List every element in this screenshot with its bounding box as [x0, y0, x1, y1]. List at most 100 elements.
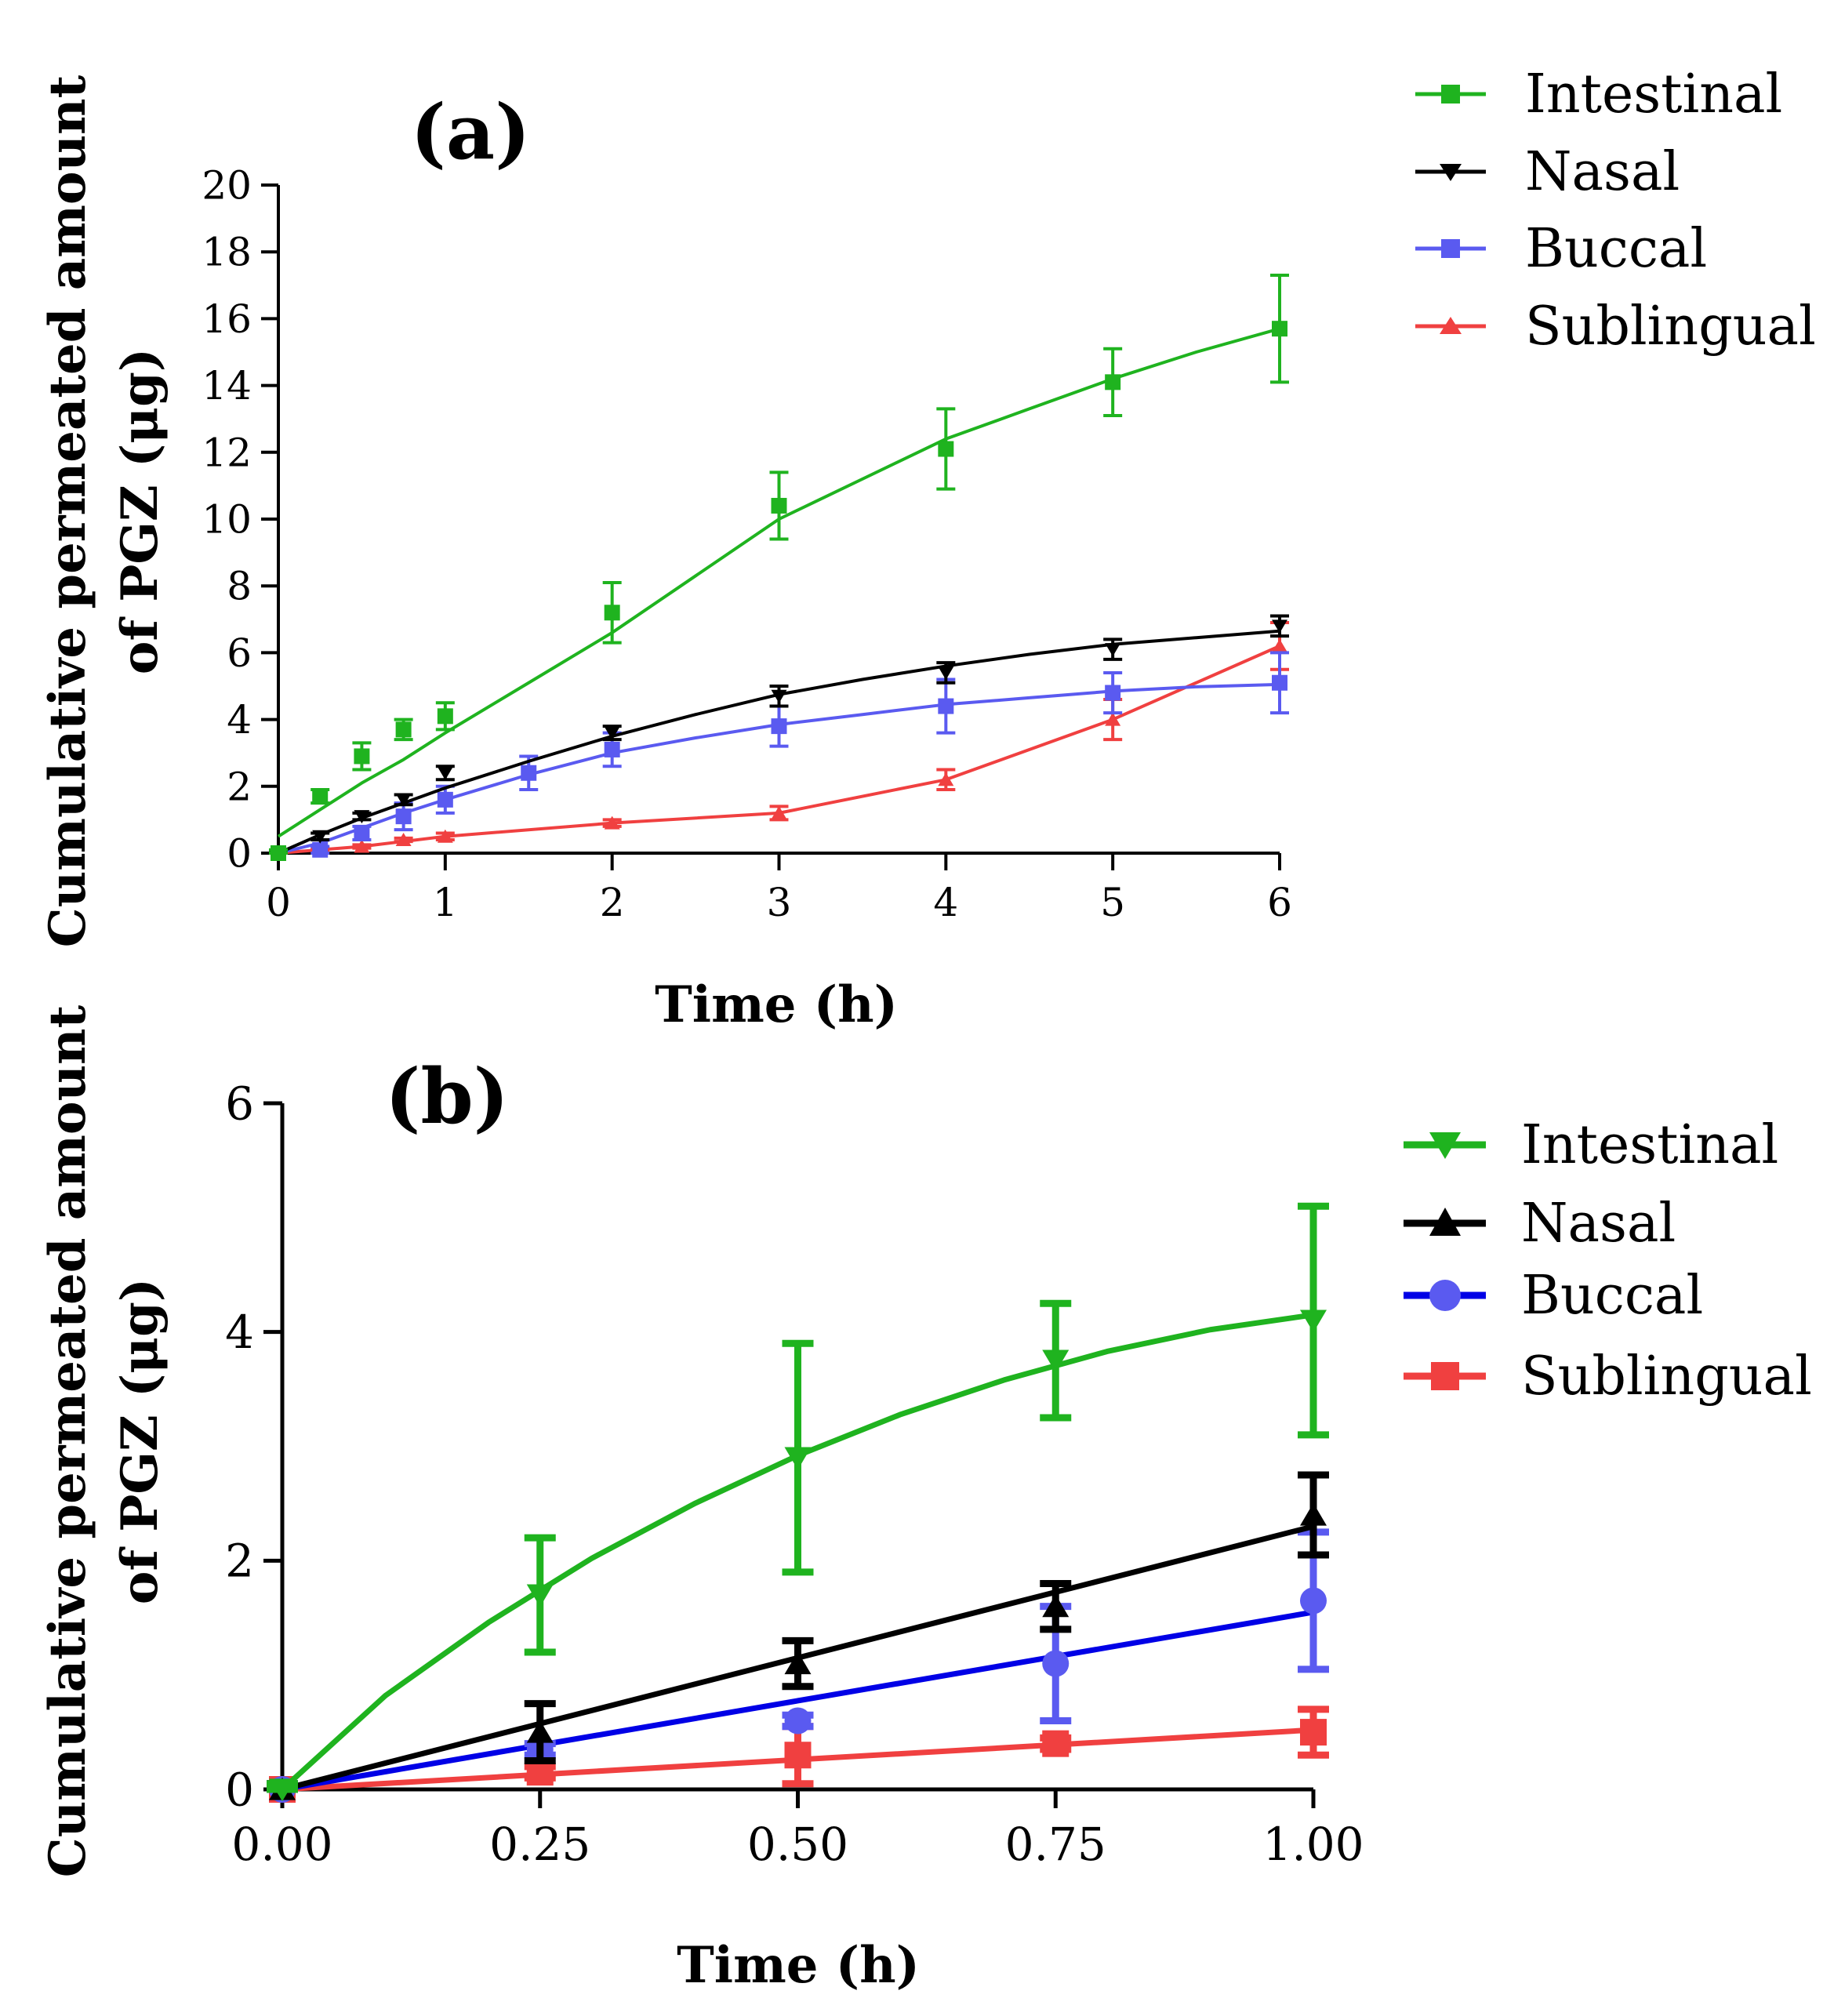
- legend-b-nasal: Nasal: [1404, 1193, 1676, 1255]
- legend-b-buccal: Buccal: [1404, 1265, 1703, 1327]
- panel-b-plot-area: [267, 1202, 1329, 1803]
- panel-b-label: (b): [385, 1052, 509, 1141]
- data-point-nasal: [784, 1651, 812, 1675]
- data-point-sublingual: [354, 839, 370, 853]
- y-tick-label: 18: [202, 230, 252, 275]
- data-point-intestinal: [354, 748, 370, 765]
- data-point-sublingual: [938, 772, 954, 786]
- legend-a-sublingual-label: Sublingual: [1525, 296, 1816, 358]
- panel-a-x-ticks: 0 1 2 3 4 5 6: [266, 853, 1292, 925]
- data-point-nasal: [1300, 1502, 1327, 1526]
- legend-b-intestinal-label: Intestinal: [1521, 1114, 1778, 1176]
- data-point-nasal: [437, 766, 453, 780]
- data-point-intestinal: [771, 497, 787, 514]
- x-tick-label: 1: [433, 880, 458, 925]
- data-point-nasal: [604, 726, 620, 740]
- panel-a-label: (a): [410, 88, 530, 176]
- data-point-sublingual: [1272, 638, 1287, 652]
- series-buccal: [269, 651, 1289, 861]
- panel-b-x-ticks: 0.00 0.25 0.50 0.75 1.00: [231, 1789, 1364, 1871]
- data-point-intestinal: [1272, 321, 1287, 337]
- y-tick-label: 6: [227, 630, 252, 676]
- data-point-sublingual: [1042, 1730, 1070, 1757]
- data-point-buccal: [1042, 1650, 1070, 1677]
- panel-b: (b) Cumulative permeated amount of PGZ (…: [38, 1004, 1812, 1995]
- data-point-intestinal: [526, 1584, 554, 1607]
- data-point-intestinal: [269, 1778, 296, 1802]
- panel-b-ylabel-line-1: Cumulative permeated amount: [38, 1004, 97, 1877]
- y-tick-label: 8: [227, 564, 252, 609]
- data-point-nasal: [312, 830, 329, 844]
- panel-a-ylabel-line-2: of PGZ (μg): [111, 348, 169, 674]
- fit-line-intestinal: [277, 327, 1280, 838]
- data-point-nasal: [526, 1720, 554, 1743]
- panel-a: (a) Cumulative permeated amount of PGZ (…: [38, 64, 1816, 1034]
- legend-b-intestinal: Intestinal: [1404, 1114, 1778, 1176]
- legend-a-buccal: Buccal: [1415, 218, 1707, 280]
- fit-line-nasal: [278, 629, 1280, 855]
- data-point-sublingual: [771, 805, 787, 819]
- data-point-buccal: [521, 765, 537, 781]
- data-point-nasal: [771, 689, 787, 703]
- fit-line-sublingual: [278, 645, 1280, 855]
- y-tick-label: 14: [202, 363, 252, 409]
- x-tick-label: 0: [266, 880, 291, 925]
- y-tick-label: 0: [225, 1763, 254, 1816]
- panel-a-ylabel-line-1: Cumulative permeated amount: [38, 74, 97, 947]
- data-point-buccal: [784, 1707, 812, 1734]
- x-tick-label: 0.75: [1005, 1818, 1106, 1871]
- y-tick-label: 16: [202, 296, 252, 342]
- data-point-buccal: [1300, 1587, 1327, 1615]
- legend-a-buccal-label: Buccal: [1525, 218, 1707, 280]
- panel-b-ylabel-line-2: of PGZ (μg): [111, 1278, 169, 1604]
- legend-a-nasal: Nasal: [1415, 141, 1680, 203]
- data-point-intestinal: [312, 788, 329, 805]
- panel-a-plot-area: [269, 274, 1289, 861]
- data-point-sublingual: [784, 1742, 812, 1769]
- x-tick-label: 0.50: [747, 1818, 848, 1871]
- x-tick-label: 1.00: [1262, 1818, 1364, 1871]
- x-tick-label: 0.00: [231, 1818, 332, 1871]
- data-point-sublingual: [395, 832, 412, 846]
- x-tick-label: 4: [933, 880, 958, 925]
- panel-b-legend: Intestinal Nasal Buccal Sublingual: [1404, 1114, 1812, 1408]
- data-point-buccal: [354, 825, 370, 841]
- legend-b-sublingual: Sublingual: [1404, 1346, 1812, 1408]
- fit-line-buccal: [278, 682, 1280, 855]
- data-point-intestinal: [1300, 1309, 1327, 1333]
- data-point-intestinal: [938, 441, 954, 457]
- legend-a-intestinal-label: Intestinal: [1525, 64, 1782, 125]
- data-point-nasal: [1105, 643, 1121, 657]
- y-tick-label: 20: [202, 163, 252, 209]
- data-point-buccal: [771, 718, 787, 735]
- x-tick-label: 0.25: [489, 1818, 590, 1871]
- data-point-buccal: [395, 808, 412, 825]
- data-point-sublingual: [1300, 1719, 1327, 1746]
- data-point-sublingual: [437, 829, 453, 843]
- data-point-buccal: [938, 698, 954, 714]
- panel-a-y-ticks: 0 2 4 6 8 10 12 14 16 18 20: [202, 163, 278, 877]
- x-tick-label: 5: [1100, 880, 1125, 925]
- series-nasal: [269, 614, 1289, 860]
- fit-line-buccal: [281, 1609, 1314, 1793]
- legend-b-sublingual-label: Sublingual: [1521, 1346, 1812, 1408]
- data-point-nasal: [1272, 619, 1287, 634]
- legend-a-nasal-label: Nasal: [1525, 141, 1680, 203]
- x-tick-label: 6: [1267, 880, 1292, 925]
- data-point-nasal: [938, 666, 954, 680]
- data-point-nasal: [395, 793, 412, 807]
- y-tick-label: 12: [202, 430, 252, 475]
- data-point-buccal: [437, 791, 453, 808]
- y-tick-label: 4: [227, 697, 252, 743]
- legend-a-intestinal: Intestinal: [1415, 64, 1782, 125]
- data-point-intestinal: [1105, 374, 1121, 390]
- data-point-sublingual: [604, 815, 620, 830]
- data-point-intestinal: [784, 1447, 812, 1470]
- data-point-buccal: [312, 841, 329, 858]
- data-point-nasal: [1042, 1594, 1070, 1618]
- legend-b-nasal-label: Nasal: [1521, 1193, 1676, 1255]
- data-point-sublingual: [1105, 712, 1121, 726]
- series-intestinal: [269, 274, 1289, 861]
- data-point-buccal: [604, 741, 620, 757]
- panel-b-y-ticks: 0 2 4 6: [225, 1077, 282, 1816]
